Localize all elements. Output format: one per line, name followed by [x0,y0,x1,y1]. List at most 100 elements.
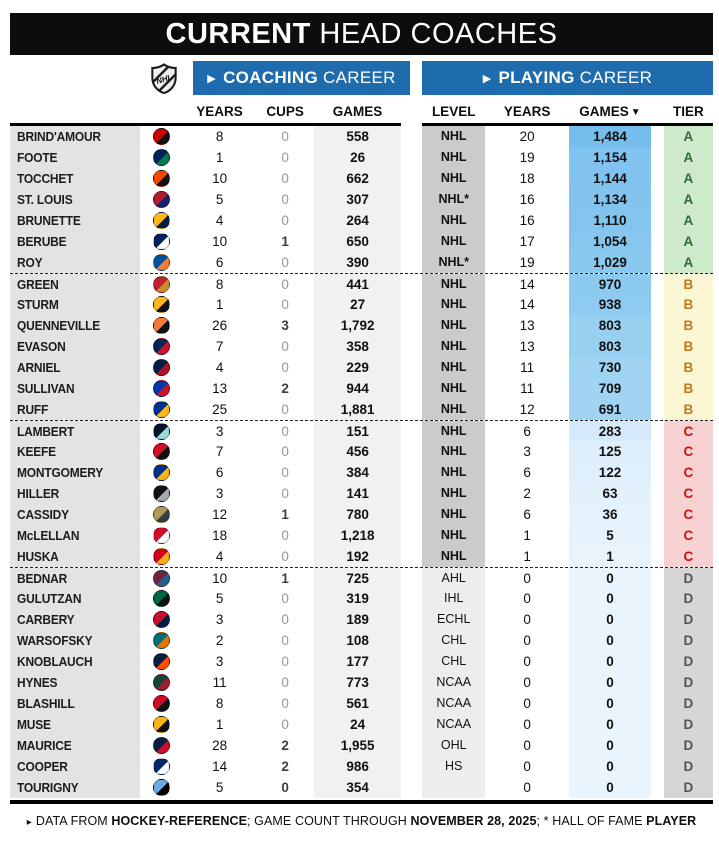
table-row: STURM 1 0 27 NHL 14 938 B [10,294,713,315]
table-row: TOCCHET 10 0 662 NHL 18 1,144 A [10,168,713,189]
coach-name: BEDNAR [10,568,141,588]
playing-years-value: 19 [519,150,535,165]
coaching-games-value: 561 [313,693,402,714]
playing-years-value: 13 [519,318,535,333]
triangle-right-icon: ▶ [482,72,492,85]
footer-text-segment: ; * HALL OF FAME [536,814,647,828]
team-logo-icon [140,315,182,336]
playing-banner-bold: PLAYING [498,68,575,87]
row-gap [401,126,422,147]
cups-value: 0 [281,591,289,606]
row-gap [401,630,422,651]
row-gap [401,274,422,294]
team-logo-icon [140,210,182,231]
row-gap [401,231,422,252]
cups-value: 0 [281,150,289,165]
team-logo-icon [140,294,182,315]
footer-text-segment: PLAYER [646,814,697,828]
playing-level-value: CHL [422,651,486,672]
row-gap [401,672,422,693]
coach-name: ROY [10,252,141,273]
playing-games-value: 1,110 [569,210,651,231]
table-row: McLELLAN 18 0 1,218 NHL 1 5 C [10,525,713,546]
playing-games-value: 803 [569,315,651,336]
playing-games-value: 0 [569,777,651,798]
row-gap [401,378,422,399]
playing-years-value: 0 [523,738,531,753]
playing-games-value: 36 [569,504,651,525]
row-gap [401,777,422,798]
row-gap2 [651,252,664,273]
row-gap2 [651,672,664,693]
row-gap2 [651,126,664,147]
playing-games-value: 125 [569,441,651,462]
row-gap [401,735,422,756]
row-gap [401,168,422,189]
cups-value: 0 [281,424,289,439]
coaching-games-value: 725 [313,568,402,588]
coaching-years-value: 8 [215,277,224,292]
coaching-years-value: 6 [215,465,224,480]
coaching-games-value: 229 [313,357,402,378]
footer-note: ▸ DATA FROM HOCKEY-REFERENCE; GAME COUNT … [10,814,713,828]
coaching-games-value: 264 [313,210,402,231]
tier-value: C [663,441,713,462]
coach-name: ARNIEL [10,357,141,378]
tier-value: B [663,274,713,294]
row-gap [401,441,422,462]
team-logo-icon [140,168,182,189]
row-gap2 [651,504,664,525]
cups-value: 0 [281,486,289,501]
tier-value: B [663,378,713,399]
row-gap2 [651,735,664,756]
team-logo-icon [140,378,182,399]
table-row: QUENNEVILLE 26 3 1,792 NHL 13 803 B [10,315,713,336]
tier-value: D [663,714,713,735]
playing-years-value: 16 [519,192,535,207]
playing-years-value: 20 [519,129,535,144]
header-rule-right [422,123,713,126]
coaching-years-value: 3 [215,424,224,439]
playing-years-value: 0 [523,654,531,669]
tier-value: C [663,483,713,504]
playing-games-value: 1 [569,546,651,567]
row-gap [401,462,422,483]
cups-value: 0 [281,780,289,795]
coaching-games-value: 192 [313,546,402,567]
playing-level-value: NHL [422,126,486,147]
row-gap [401,525,422,546]
coaching-games-value: 358 [313,336,402,357]
playing-level-value: NHL [422,210,486,231]
cups-value: 0 [281,171,289,186]
colhead-cups: CUPS [266,104,304,119]
playing-level-value: NHL [422,441,486,462]
playing-years-value: 0 [523,591,531,606]
row-gap [401,568,422,588]
coaching-games-value: 986 [313,756,402,777]
colhead-level: LEVEL [431,104,476,119]
coach-table-body: BRIND'AMOUR 8 0 558 NHL 20 1,484 A FOOTE… [10,126,713,798]
row-gap2 [651,651,664,672]
cups-value: 0 [281,255,289,270]
team-logo-icon [140,568,182,588]
tier-value: A [663,252,713,273]
row-gap2 [651,147,664,168]
tier-value: B [663,357,713,378]
coaching-years-value: 4 [215,360,224,375]
coaching-years-value: 28 [212,738,228,753]
playing-banner-rest: CAREER [574,68,653,87]
playing-years-value: 1 [523,549,531,564]
playing-level-value: NCAA [422,714,486,735]
playing-games-value: 691 [569,399,651,420]
cups-value: 0 [281,444,289,459]
row-gap2 [651,274,664,294]
coach-name: HYNES [10,672,141,693]
team-logo-icon [140,672,182,693]
coaching-career-banner: ▶ COACHING CAREER [193,61,410,95]
tier-value: B [663,399,713,420]
table-row: RUFF 25 0 1,881 NHL 12 691 B [10,399,713,420]
table-row: HUSKA 4 0 192 NHL 1 1 C [10,546,713,567]
coaching-years-value: 12 [212,507,228,522]
colhead-playing-games-sort[interactable]: GAMES ▼ [579,104,641,119]
cups-value: 0 [281,360,289,375]
